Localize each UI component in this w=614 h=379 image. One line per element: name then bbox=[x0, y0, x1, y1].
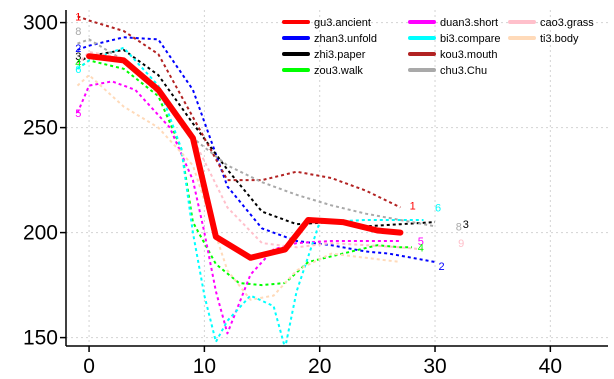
y-tick-label: 200 bbox=[23, 222, 58, 245]
series-line-zhan3-unfold bbox=[77, 36, 436, 263]
series-line-kou3-mouth bbox=[77, 15, 401, 209]
legend-item-chu3-Chu: chu3.Chu bbox=[440, 65, 487, 77]
line-label: 4 bbox=[418, 242, 424, 254]
series-line-chu3-Chu bbox=[77, 38, 436, 228]
legend-item-cao3-grass: cao3.grass bbox=[540, 17, 594, 29]
series-line-ti3-body bbox=[76, 74, 401, 301]
line-label: 3 bbox=[75, 51, 81, 63]
line-label: 9 bbox=[458, 238, 464, 250]
legend-item-ti3-body: ti3.body bbox=[540, 33, 579, 45]
line-label: 5 bbox=[418, 236, 424, 248]
legend-item-gu3-ancient: gu3.ancient bbox=[314, 17, 371, 29]
legend-item-zhi3-paper: zhi3.paper bbox=[314, 49, 366, 61]
y-tick-label: 300 bbox=[23, 12, 58, 35]
x-tick-label: 10 bbox=[193, 355, 216, 378]
legend: gu3.ancient zhan3.unfold zhi3.paper zou3.wa… bbox=[282, 17, 594, 77]
line-label: 2 bbox=[75, 43, 81, 55]
legend-item-zou3-walk: zou3.walk bbox=[314, 65, 363, 77]
series-line-duan3-short bbox=[76, 80, 401, 335]
legend-item-duan3-short: duan3.short bbox=[440, 17, 498, 29]
x-tick-label: 0 bbox=[83, 355, 95, 378]
legend-item-bi3-compare: bi3.compare bbox=[440, 33, 501, 45]
series-line-zou3-walk bbox=[76, 59, 412, 287]
line-label: 5 bbox=[75, 108, 81, 120]
legend-item-kou3-mouth: kou3.mouth bbox=[440, 49, 497, 61]
series-line-bi3-compare bbox=[76, 46, 424, 346]
y-tick-label: 250 bbox=[23, 117, 58, 140]
y-tick-label: 150 bbox=[23, 327, 58, 350]
series-line-zhi3-paper bbox=[77, 48, 436, 228]
line-label: 1 bbox=[75, 11, 81, 23]
series-line-gu3-ancient bbox=[86, 53, 404, 261]
line-label: 2 bbox=[438, 261, 444, 273]
series-line-cao3-grass bbox=[76, 51, 424, 251]
axes: 0 10 20 30 40 150 200 250 300 bbox=[23, 10, 608, 378]
line-label: 4 bbox=[75, 58, 81, 70]
line-label: 1 bbox=[410, 200, 416, 212]
x-tick-label: 30 bbox=[423, 355, 446, 378]
line-label: 3 bbox=[463, 219, 469, 231]
x-tick-label: 20 bbox=[308, 355, 331, 378]
x-tick-label: 40 bbox=[539, 355, 562, 378]
legend-item-zhan3-unfold: zhan3.unfold bbox=[314, 33, 377, 45]
line-label: 6 bbox=[435, 202, 441, 214]
line-label: 6 bbox=[75, 64, 81, 76]
series-lines bbox=[76, 15, 436, 346]
line-label: 8 bbox=[456, 221, 462, 233]
line-label: 8 bbox=[75, 26, 81, 38]
